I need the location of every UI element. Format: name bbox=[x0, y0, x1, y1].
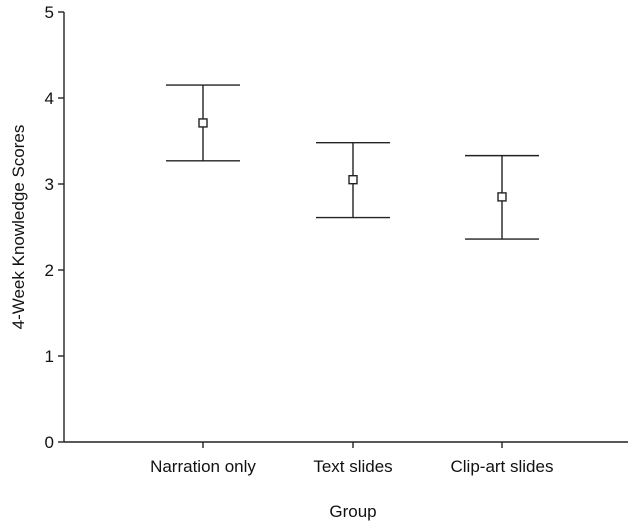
x-axis-title: Group bbox=[329, 502, 376, 521]
y-axis-title: 4-Week Knowledge Scores bbox=[9, 125, 28, 330]
error-bar-marks bbox=[166, 84, 539, 240]
x-tick-label: Narration only bbox=[150, 457, 256, 476]
y-tick-label: 4 bbox=[45, 89, 54, 108]
y-tick-label: 3 bbox=[45, 175, 54, 194]
y-axis-ticks: 0 1 2 3 4 5 bbox=[45, 3, 64, 452]
y-tick-label: 1 bbox=[45, 347, 54, 366]
mean-marker bbox=[348, 174, 358, 185]
y-tick-label: 2 bbox=[45, 261, 54, 280]
x-axis-ticks: Narration only Text slides Clip-art slides bbox=[150, 442, 553, 476]
x-tick-label: Text slides bbox=[313, 457, 392, 476]
mean-marker bbox=[198, 118, 208, 128]
y-tick-label: 0 bbox=[45, 433, 54, 452]
mean-marker bbox=[497, 192, 507, 202]
y-tick-label: 5 bbox=[45, 3, 54, 22]
x-tick-label: Clip-art slides bbox=[451, 457, 554, 476]
